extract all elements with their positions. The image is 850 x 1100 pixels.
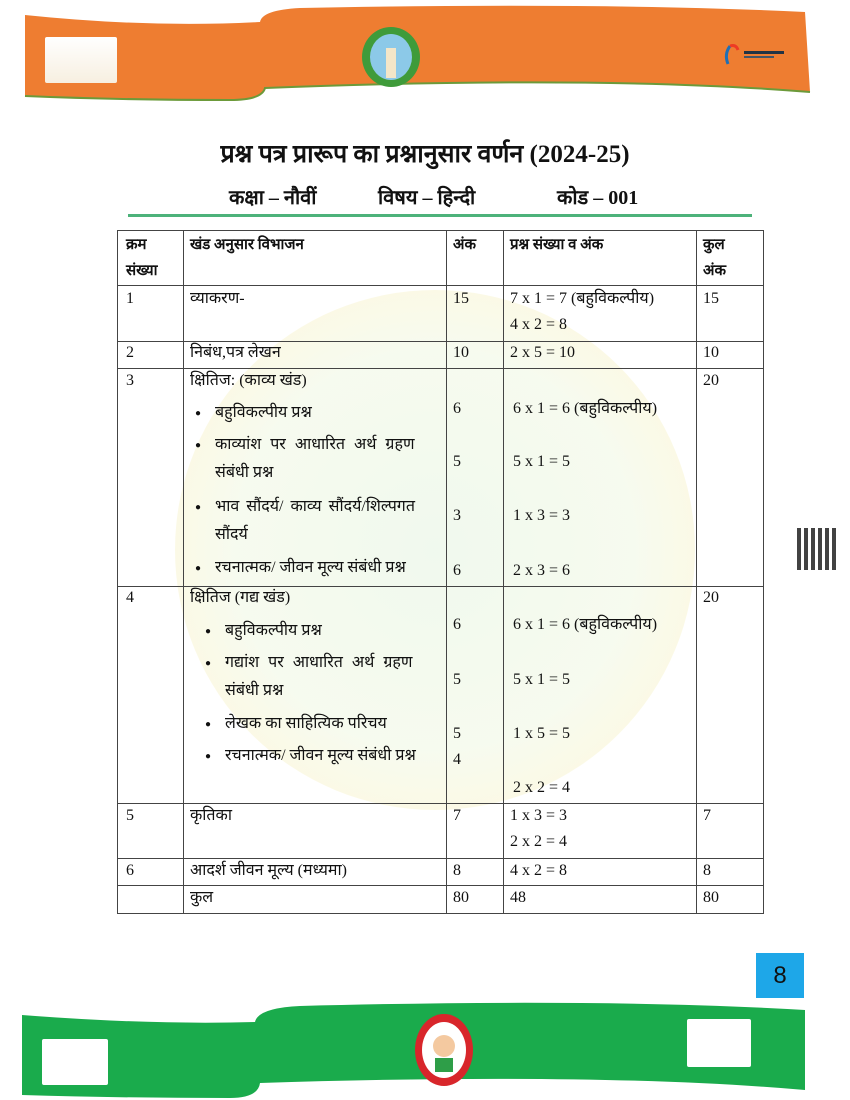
sub-item: गद्यांश पर आधारित अर्थ ग्रहण (205, 653, 412, 674)
marks-cell: 4 (453, 751, 461, 768)
class-label: कक्षा – नौवीं (229, 187, 317, 209)
header-serial: क्रम (126, 237, 147, 253)
subject-label: विषय – हिन्दी (378, 187, 476, 209)
header-total-2: अंक (703, 263, 726, 279)
total-cell: 8 (703, 862, 711, 879)
question-cell: 4 x 2 = 8 (510, 316, 568, 333)
header-total: कुल (703, 237, 725, 253)
sub-item-cont: संबंधी प्रश्न (215, 464, 274, 481)
section-cell: कृतिका (190, 807, 232, 824)
serial-cell: 5 (126, 807, 134, 824)
marks-cell: 8 (453, 862, 461, 879)
question-cell: 4 x 2 = 8 (510, 862, 568, 879)
serial-cell: 4 (126, 589, 134, 606)
question-cell: 1 x 3 = 3 (513, 507, 571, 524)
total-cell: 20 (703, 372, 719, 389)
header-questions: प्रश्न संख्या व अंक (510, 237, 604, 253)
marks-cell: 10 (453, 344, 469, 361)
page-number: 8 (756, 953, 804, 998)
marks-cell: 7 (453, 807, 461, 824)
marks-cell: 6 (453, 616, 461, 633)
beti-padhao-logo (415, 1014, 473, 1086)
section-cell: क्षितिज: (काव्य खंड) (190, 372, 307, 389)
marks-cell: 15 (453, 290, 469, 307)
marks-cell: 6 (453, 562, 461, 579)
header-marks: अंक (453, 237, 476, 253)
serial-cell: 2 (126, 344, 134, 361)
total-label: कुल (190, 889, 214, 906)
question-cell: 7 x 1 = 7 (बहुविकल्पीय) (510, 290, 655, 307)
digital-india-logo (724, 44, 784, 65)
question-cell: 5 x 1 = 5 (513, 453, 571, 470)
sub-item: लेखक का साहित्यिक परिचय (205, 714, 387, 735)
sub-item-cont: संबंधी प्रश्न (225, 682, 284, 699)
section-cell: व्याकरण- (190, 290, 245, 307)
question-cell: 5 x 1 = 5 (513, 671, 571, 688)
section-cell: निबंध,पत्र लेखन (190, 344, 281, 361)
serial-cell: 1 (126, 290, 134, 307)
question-cell: 1 x 5 = 5 (513, 725, 571, 742)
question-cell: 1 x 3 = 3 (510, 807, 568, 824)
serial-cell: 3 (126, 372, 134, 389)
question-cell: 48 (510, 889, 526, 906)
marks-cell: 5 (453, 725, 461, 742)
question-cell: 2 x 5 = 10 (510, 344, 576, 361)
total-cell: 15 (703, 290, 719, 307)
marks-cell: 80 (453, 889, 469, 906)
question-cell: 2 x 2 = 4 (510, 833, 568, 850)
title-divider (128, 214, 752, 217)
marks-cell: 5 (453, 453, 461, 470)
sub-item: बहुविकल्पीय प्रश्न (195, 403, 312, 424)
serial-cell: 6 (126, 862, 134, 879)
total-cell: 7 (703, 807, 711, 824)
marks-table: क्रम संख्या खंड अनुसार विभाजन अंक प्रश्न… (117, 230, 764, 914)
footer-band (22, 1002, 805, 1098)
azadi-ka-amrit-mahotsav-logo (45, 37, 117, 83)
question-cell: 6 x 1 = 6 (बहुविकल्पीय) (513, 616, 658, 633)
swachh-bharat-logo (42, 1039, 108, 1085)
sub-item: रचनात्मक/ जीवन मूल्य संबंधी प्रश्न (205, 746, 416, 767)
header-section: खंड अनुसार विभाजन (190, 237, 304, 253)
question-cell: 6 x 1 = 6 (बहुविकल्पीय) (513, 400, 658, 417)
sub-item: काव्यांश पर आधारित अर्थ ग्रहण (195, 435, 414, 456)
sub-item-cont: सौंदर्य (215, 526, 248, 543)
sub-item: रचनात्मक/ जीवन मूल्य संबंधी प्रश्न (195, 558, 406, 579)
qr-code (797, 528, 839, 570)
total-cell: 20 (703, 589, 719, 606)
marks-cell: 3 (453, 507, 461, 524)
question-cell: 2 x 2 = 4 (513, 779, 571, 796)
marks-cell: 6 (453, 400, 461, 417)
shiksha-ka-adhikar-logo (687, 1019, 751, 1067)
section-cell: आदर्श जीवन मूल्य (मध्यमा) (190, 862, 347, 879)
total-cell: 80 (703, 889, 719, 906)
sub-item: बहुविकल्पीय प्रश्न (205, 621, 322, 642)
sub-item: भाव सौंदर्य/ काव्य सौंदर्य/शिल्पगत (195, 497, 415, 518)
marks-cell: 5 (453, 671, 461, 688)
school-board-emblem (362, 27, 420, 87)
header-serial-2: संख्या (126, 263, 158, 279)
question-cell: 2 x 3 = 6 (513, 562, 571, 579)
section-cell: क्षितिज (गद्य खंड) (190, 589, 291, 606)
total-cell: 10 (703, 344, 719, 361)
page-title: प्रश्न पत्र प्रारूप का प्रश्नानुसार वर्ण… (220, 141, 630, 168)
code-label: कोड – 001 (557, 187, 639, 209)
